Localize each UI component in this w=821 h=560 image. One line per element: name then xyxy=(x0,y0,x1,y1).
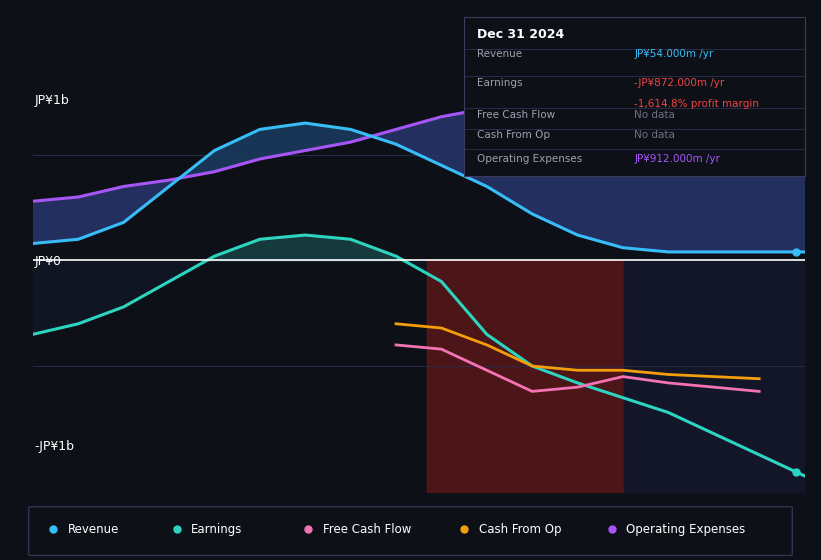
Text: No data: No data xyxy=(635,110,675,120)
Text: Dec 31 2024: Dec 31 2024 xyxy=(478,28,565,41)
Text: Cash From Op: Cash From Op xyxy=(478,130,551,141)
Text: Cash From Op: Cash From Op xyxy=(479,522,561,536)
FancyBboxPatch shape xyxy=(29,507,792,556)
Text: JP¥1b: JP¥1b xyxy=(34,94,69,106)
Text: -JP¥872.000m /yr: -JP¥872.000m /yr xyxy=(635,78,724,88)
Text: Free Cash Flow: Free Cash Flow xyxy=(323,522,411,536)
Text: Earnings: Earnings xyxy=(191,522,243,536)
Bar xyxy=(427,260,623,493)
Text: JP¥0: JP¥0 xyxy=(34,255,62,268)
Text: No data: No data xyxy=(635,130,675,141)
Text: Operating Expenses: Operating Expenses xyxy=(626,522,745,536)
Text: -JP¥1b: -JP¥1b xyxy=(34,440,75,453)
Text: Revenue: Revenue xyxy=(68,522,120,536)
Text: JP¥912.000m /yr: JP¥912.000m /yr xyxy=(635,153,720,164)
Text: JP¥54.000m /yr: JP¥54.000m /yr xyxy=(635,49,713,59)
Bar xyxy=(623,260,805,493)
Text: Operating Expenses: Operating Expenses xyxy=(478,153,583,164)
Text: -1,614.8% profit margin: -1,614.8% profit margin xyxy=(635,99,759,109)
Text: Earnings: Earnings xyxy=(478,78,523,88)
Text: Revenue: Revenue xyxy=(478,49,523,59)
Text: Free Cash Flow: Free Cash Flow xyxy=(478,110,556,120)
